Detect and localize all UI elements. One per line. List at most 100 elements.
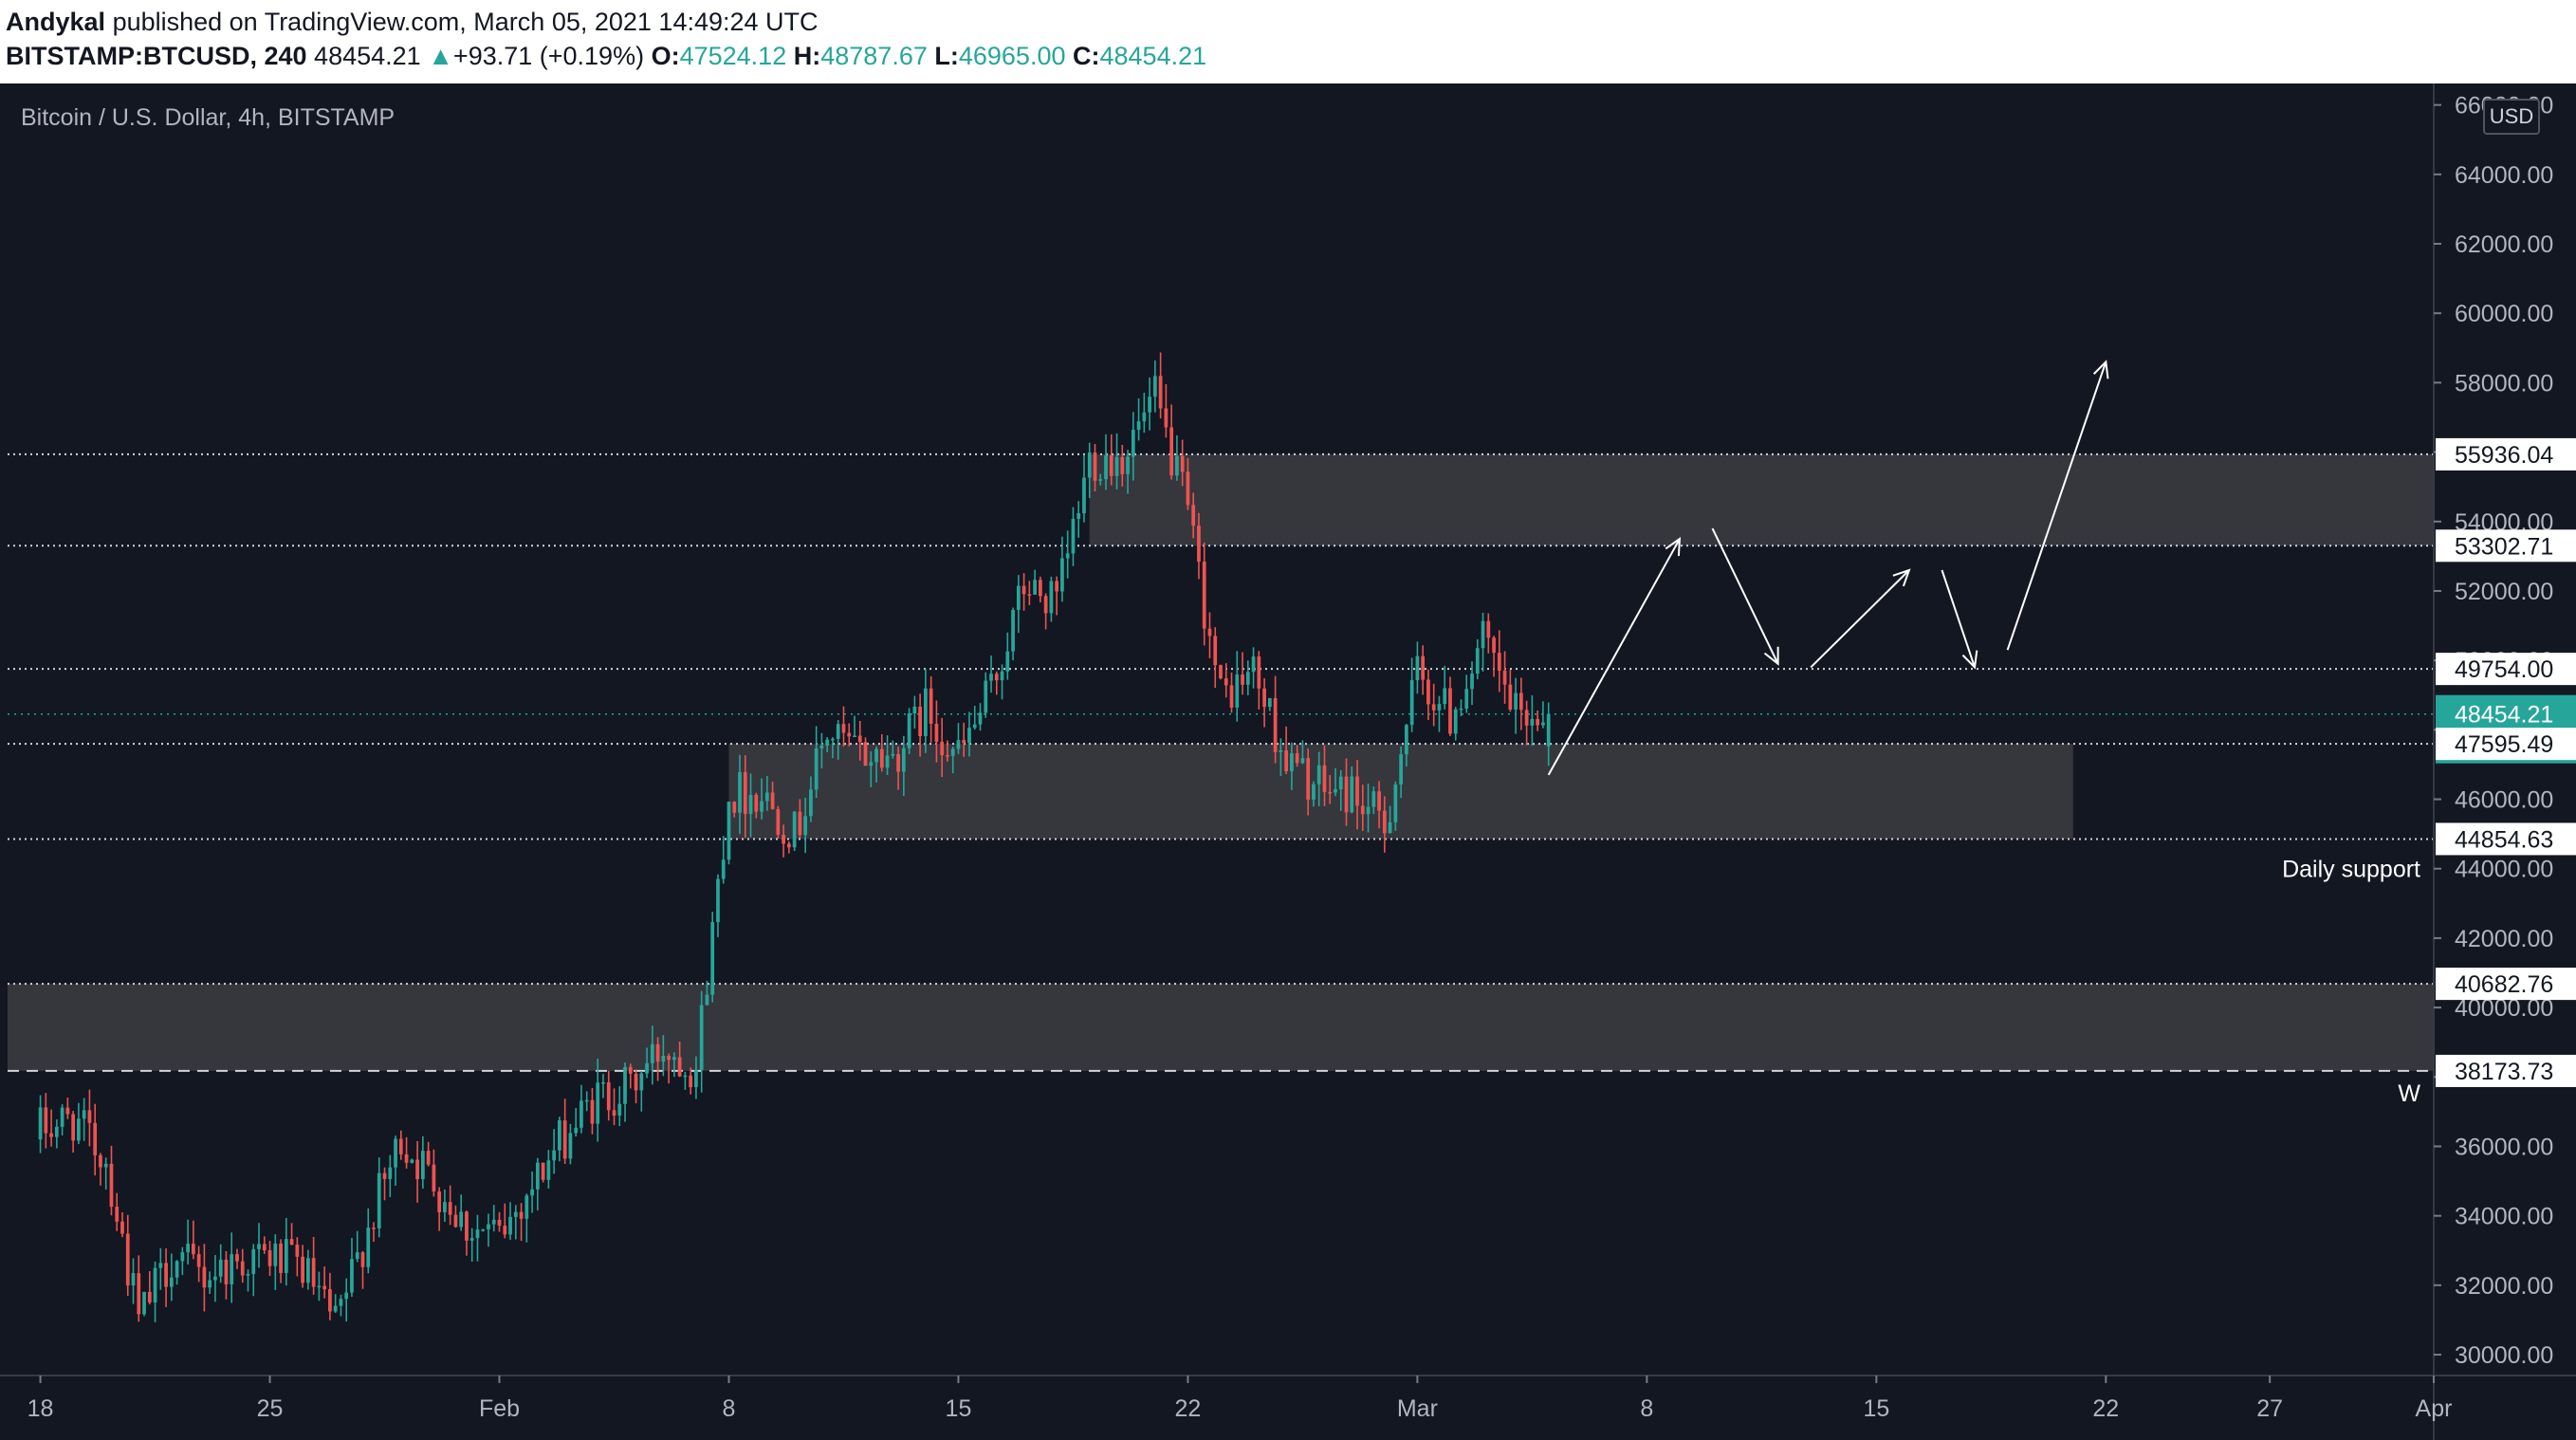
candle-body-150 [857, 735, 862, 743]
w-annotation: W [2398, 1080, 2420, 1107]
level-label-4: 47595.49 [2455, 731, 2553, 758]
candle-body-160 [912, 706, 917, 713]
candle-body-1 [44, 1107, 48, 1134]
candle-body-40 [257, 1244, 261, 1249]
candle-body-113 [655, 1043, 660, 1062]
candle-body-153 [874, 748, 878, 763]
candle-body-234 [1316, 765, 1321, 785]
projection-arrow-0 [1547, 538, 1681, 776]
level-label-1: 53302.71 [2455, 533, 2553, 560]
candle-body-3 [54, 1126, 59, 1137]
candle-body-229 [1290, 753, 1294, 772]
y-tick-label-7: 44000.00 [2455, 857, 2553, 883]
chart-area[interactable]: 30000.0032000.0034000.0036000.0038000.00… [0, 83, 2576, 1440]
level-label-box-2 [2436, 653, 2576, 686]
candle-body-110 [639, 1073, 644, 1091]
candle-body-93 [546, 1160, 551, 1180]
candle-body-193 [1093, 452, 1097, 481]
candle-body-244 [1371, 791, 1376, 807]
candle-body-212 [1197, 526, 1201, 563]
candle-body-68 [410, 1159, 414, 1163]
candle-body-2 [49, 1133, 53, 1137]
candle-body-161 [918, 706, 923, 737]
candle-body-14 [115, 1207, 120, 1222]
candle-body-32 [213, 1276, 217, 1281]
candle-body-12 [103, 1163, 108, 1168]
candle-body-146 [836, 724, 840, 739]
candle-body-21 [153, 1267, 157, 1303]
candle-body-134 [770, 792, 775, 809]
candle-body-107 [623, 1066, 627, 1104]
candle-body-73 [437, 1191, 442, 1212]
candle-body-58 [355, 1252, 359, 1260]
candle-body-19 [142, 1291, 146, 1315]
candle-body-198 [1120, 456, 1125, 474]
candle-body-52 [322, 1285, 327, 1290]
candle-body-82 [487, 1224, 490, 1229]
candle-body-248 [1393, 785, 1398, 822]
candle-body-56 [344, 1292, 349, 1300]
candle-body-254 [1426, 679, 1430, 705]
candle-body-172 [978, 712, 983, 725]
candle-body-16 [125, 1233, 130, 1286]
candle-body-265 [1486, 620, 1491, 638]
y-tick-label-2: 34000.00 [2455, 1204, 2553, 1230]
candle-body-269 [1508, 684, 1513, 711]
candle-body-152 [869, 762, 874, 766]
candle-body-20 [147, 1291, 152, 1303]
y-tick-label-17: 64000.00 [2455, 162, 2553, 189]
candle-body-187 [1060, 558, 1064, 592]
candle-body-222 [1251, 656, 1256, 673]
candle-body-64 [388, 1167, 393, 1179]
candle-body-194 [1098, 479, 1103, 481]
candle-body-173 [984, 680, 988, 713]
x-tick-label-2: Feb [479, 1395, 520, 1422]
currency-badge[interactable]: USD [2483, 99, 2540, 135]
candle-body-241 [1355, 776, 1359, 806]
y-tick-label-6: 42000.00 [2455, 926, 2553, 952]
candle-body-141 [809, 789, 813, 817]
candle-body-123 [710, 922, 715, 995]
candle-body-149 [853, 735, 856, 738]
symbol-label[interactable]: BITSTAMP:BTCUSD, 240 [6, 42, 307, 70]
candle-body-88 [519, 1211, 524, 1219]
candle-body-46 [289, 1239, 294, 1246]
candle-body-77 [459, 1211, 464, 1228]
publish-info: Andykal published on TradingView.com, Ma… [6, 8, 819, 37]
candle-body-144 [825, 739, 830, 746]
candle-body-258 [1448, 688, 1452, 734]
candle-body-253 [1421, 655, 1426, 680]
candle-body-159 [907, 712, 911, 748]
candle-body-83 [491, 1219, 496, 1225]
candle-body-13 [109, 1163, 114, 1208]
candle-body-217 [1224, 678, 1228, 686]
candle-body-70 [420, 1151, 425, 1180]
candle-body-41 [262, 1244, 267, 1250]
candle-body-28 [192, 1244, 195, 1255]
candle-body-116 [672, 1057, 676, 1061]
candle-body-174 [989, 674, 993, 681]
price-labels-layer: 55936.0453302.7149754.0048454.2101:10:37… [2282, 437, 2576, 1107]
candle-body-242 [1360, 805, 1365, 815]
candle-body-80 [475, 1229, 480, 1239]
candle-body-37 [240, 1261, 245, 1276]
candle-body-106 [617, 1103, 622, 1117]
level-label-box-4 [2436, 728, 2576, 761]
price-chart[interactable]: 30000.0032000.0034000.0036000.0038000.00… [0, 83, 2576, 1440]
author-name[interactable]: Andykal [6, 8, 106, 36]
candle-body-23 [164, 1263, 168, 1287]
x-tick-label-8: 15 [1863, 1395, 1889, 1422]
candle-body-102 [596, 1082, 600, 1124]
candle-body-224 [1262, 688, 1266, 708]
candle-body-35 [230, 1254, 234, 1284]
candle-body-247 [1388, 822, 1392, 834]
y-tick-label-1: 32000.00 [2455, 1273, 2553, 1300]
candle-body-51 [317, 1285, 322, 1288]
candle-body-129 [743, 771, 747, 814]
candle-body-225 [1267, 697, 1272, 708]
candle-body-75 [448, 1202, 452, 1215]
candle-body-175 [994, 674, 999, 681]
x-tick-label-11: Apr [2416, 1395, 2453, 1422]
candle-body-165 [940, 741, 945, 756]
level-label-2: 49754.00 [2455, 656, 2553, 683]
